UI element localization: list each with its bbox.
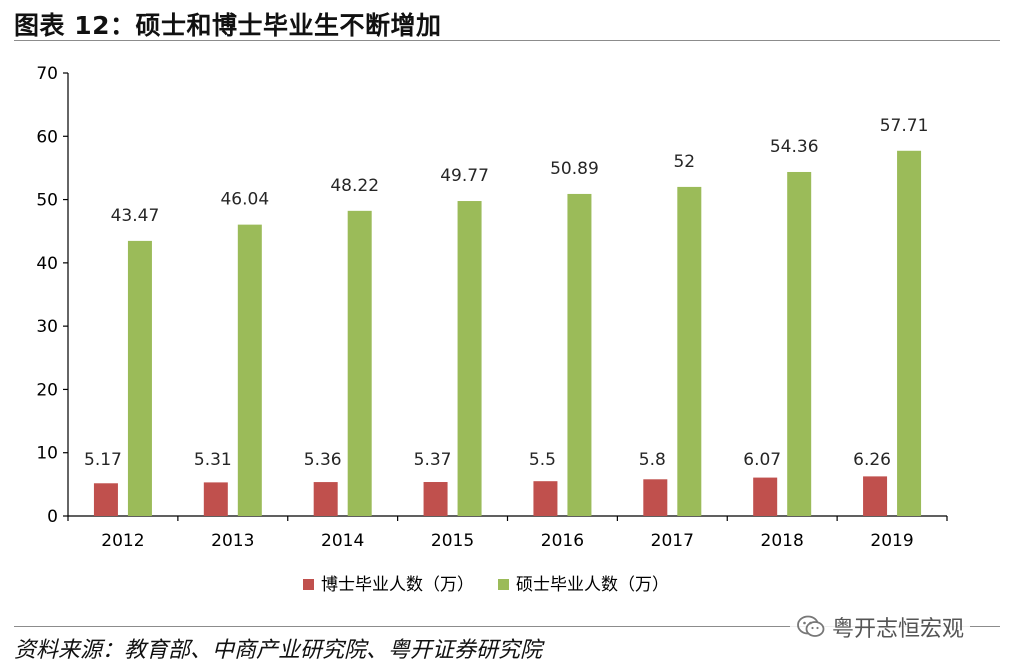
source-note: 资料来源：教育部、中商产业研究院、粤开证券研究院 xyxy=(14,638,543,663)
data-label-master: 49.77 xyxy=(440,166,489,186)
data-label-phd: 5.5 xyxy=(529,450,556,470)
bar-master xyxy=(457,201,482,517)
data-label-phd: 6.07 xyxy=(743,450,781,470)
data-label-master: 54.36 xyxy=(770,137,819,157)
legend-item-master: 硕士毕业人数（万） xyxy=(498,575,669,595)
bar-master xyxy=(127,240,152,516)
legend-label: 硕士毕业人数（万） xyxy=(516,575,669,595)
data-label-master: 43.47 xyxy=(111,206,160,226)
data-label-master: 57.71 xyxy=(880,116,929,136)
x-tick-label: 2018 xyxy=(761,531,804,551)
bar-phd xyxy=(533,481,558,516)
data-label-master: 50.89 xyxy=(550,159,599,179)
bars xyxy=(93,150,922,517)
data-label-master: 48.22 xyxy=(330,176,379,196)
title-divider xyxy=(14,40,1000,41)
legend-swatch xyxy=(498,579,509,590)
bar-phd xyxy=(203,482,228,516)
footer-divider xyxy=(14,626,1000,627)
legend-swatch xyxy=(303,579,314,590)
y-tick-label: 40 xyxy=(36,254,58,274)
data-label-phd: 5.31 xyxy=(194,450,232,470)
data-labels: 5.17 43.47 5.31 46.04 5.36 48.22 5.37 49.77 5.5 5… xyxy=(84,116,928,470)
x-tick-label: 2012 xyxy=(101,531,144,551)
y-tick-label: 0 xyxy=(47,507,58,527)
x-tick-label: 2014 xyxy=(321,531,364,551)
data-label-phd: 5.8 xyxy=(639,450,666,470)
data-label-phd: 5.36 xyxy=(304,450,342,470)
bar-master xyxy=(787,171,812,516)
x-tick-label: 2016 xyxy=(541,531,584,551)
wechat-icon xyxy=(797,615,825,637)
data-label-phd: 5.17 xyxy=(84,450,122,470)
bar-master xyxy=(677,186,702,516)
watermark: 粤开志恒宏观 xyxy=(790,612,971,642)
x-tick-label: 2019 xyxy=(870,531,913,551)
x-tick-label: 2015 xyxy=(431,531,474,551)
figure-title: 图表 12：硕士和博士毕业生不断增加 xyxy=(14,11,442,40)
bar-phd xyxy=(753,477,778,516)
bar-phd xyxy=(863,476,888,516)
data-label-master: 46.04 xyxy=(220,190,269,210)
data-label-master: 52 xyxy=(673,152,695,172)
bar-master xyxy=(237,224,262,516)
legend-item-phd: 博士毕业人数（万） xyxy=(303,575,474,595)
y-tick-label: 70 xyxy=(36,64,58,84)
y-tick-label: 10 xyxy=(36,444,58,464)
legend: 博士毕业人数（万） 硕士毕业人数（万） xyxy=(303,575,669,595)
bar-phd xyxy=(643,479,668,516)
y-tick-label: 20 xyxy=(36,380,58,400)
data-label-phd: 6.26 xyxy=(853,450,891,470)
bar-phd xyxy=(93,483,118,516)
x-axis: 2012 2013 2014 2015 2016 2017 2018 2019 xyxy=(67,515,948,551)
bar-master xyxy=(347,210,372,516)
y-tick-label: 60 xyxy=(36,127,58,147)
bar-master xyxy=(897,150,922,516)
y-axis: 0 10 20 30 40 50 60 70 xyxy=(36,64,69,527)
y-tick-label: 30 xyxy=(36,317,58,337)
bar-phd xyxy=(313,482,338,516)
y-tick-label: 50 xyxy=(36,191,58,211)
data-label-phd: 5.37 xyxy=(414,450,452,470)
legend-label: 博士毕业人数（万） xyxy=(321,575,474,595)
x-tick-label: 2017 xyxy=(651,531,694,551)
bar-master xyxy=(567,193,592,516)
bar-phd xyxy=(423,482,448,516)
watermark-text: 粤开志恒宏观 xyxy=(832,617,965,642)
x-tick-label: 2013 xyxy=(211,531,254,551)
